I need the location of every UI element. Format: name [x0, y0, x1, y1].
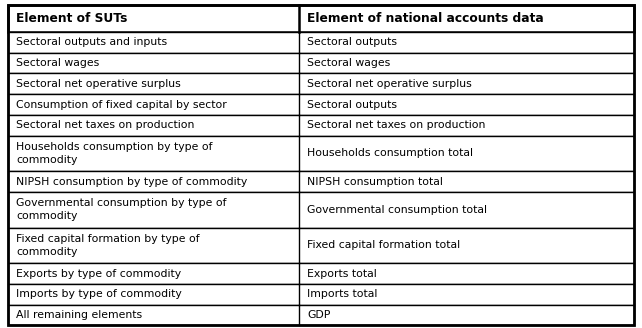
Bar: [8, 284, 634, 305]
Text: Sectoral net operative surplus: Sectoral net operative surplus: [308, 79, 472, 89]
Text: Households consumption total: Households consumption total: [308, 149, 473, 158]
Text: Sectoral net taxes on production: Sectoral net taxes on production: [308, 120, 486, 130]
Text: Fixed capital formation total: Fixed capital formation total: [308, 240, 460, 250]
Text: Element of national accounts data: Element of national accounts data: [308, 12, 544, 25]
Text: Imports by type of commodity: Imports by type of commodity: [16, 289, 182, 299]
Bar: [8, 94, 634, 115]
Text: GDP: GDP: [308, 310, 331, 320]
Text: Sectoral outputs: Sectoral outputs: [308, 37, 397, 47]
Bar: [8, 263, 634, 284]
Text: Sectoral net operative surplus: Sectoral net operative surplus: [16, 79, 181, 89]
Text: Imports total: Imports total: [308, 289, 377, 299]
Bar: [8, 136, 634, 171]
Text: Sectoral wages: Sectoral wages: [308, 58, 391, 68]
Bar: [8, 73, 634, 94]
Text: Fixed capital formation by type of
commodity: Fixed capital formation by type of commo…: [16, 234, 200, 257]
Bar: [8, 53, 634, 73]
Bar: [8, 305, 634, 325]
Text: Exports total: Exports total: [308, 269, 377, 278]
Bar: [8, 228, 634, 263]
Text: Households consumption by type of
commodity: Households consumption by type of commod…: [16, 142, 213, 165]
Bar: [8, 32, 634, 53]
Bar: [8, 171, 634, 192]
Text: NIPSH consumption by type of commodity: NIPSH consumption by type of commodity: [16, 176, 247, 187]
Text: Sectoral net taxes on production: Sectoral net taxes on production: [16, 120, 195, 130]
Text: NIPSH consumption total: NIPSH consumption total: [308, 176, 443, 187]
Bar: [8, 115, 634, 136]
Bar: [8, 5, 634, 32]
Text: Element of SUTs: Element of SUTs: [16, 12, 127, 25]
Text: Governmental consumption by type of
commodity: Governmental consumption by type of comm…: [16, 198, 227, 221]
Text: All remaining elements: All remaining elements: [16, 310, 142, 320]
Text: Governmental consumption total: Governmental consumption total: [308, 205, 487, 215]
Text: Exports by type of commodity: Exports by type of commodity: [16, 269, 181, 278]
Text: Sectoral wages: Sectoral wages: [16, 58, 100, 68]
Bar: [8, 192, 634, 228]
Text: Sectoral outputs and inputs: Sectoral outputs and inputs: [16, 37, 167, 47]
Text: Consumption of fixed capital by sector: Consumption of fixed capital by sector: [16, 99, 227, 110]
Text: Sectoral outputs: Sectoral outputs: [308, 99, 397, 110]
